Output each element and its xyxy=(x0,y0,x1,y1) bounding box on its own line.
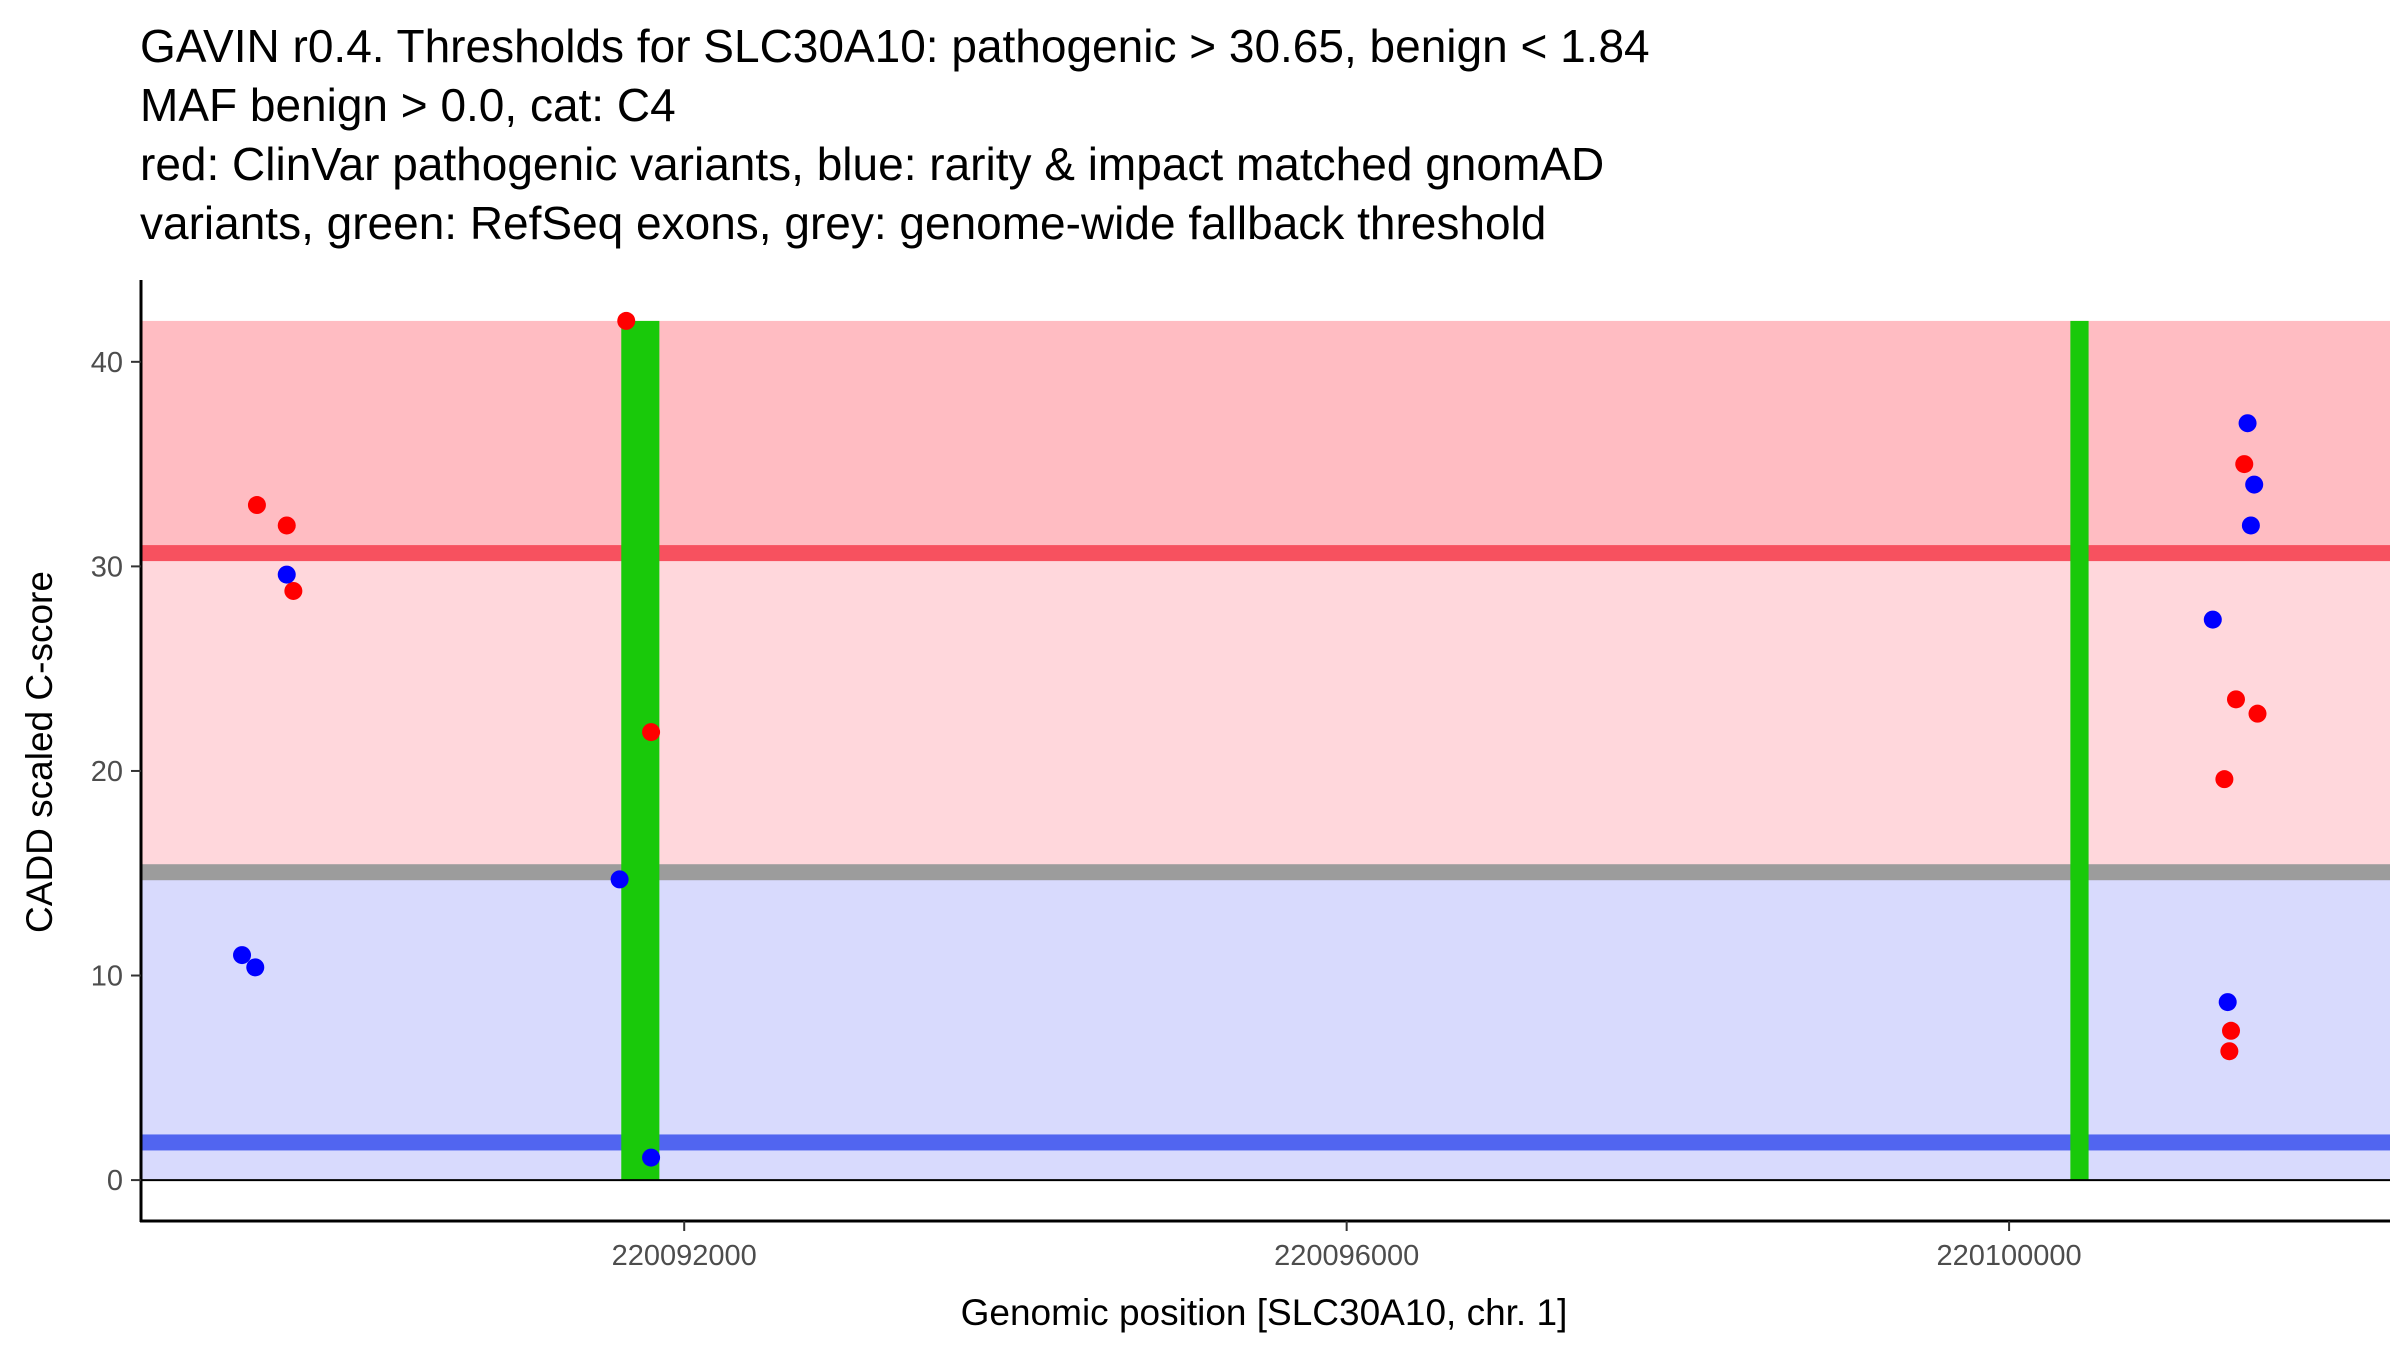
pathogenic-threshold-line xyxy=(142,545,2390,562)
gnomad-point xyxy=(610,870,629,889)
clinvar-point xyxy=(2226,690,2245,709)
title-line-3: red: ClinVar pathogenic variants, blue: … xyxy=(140,138,1604,190)
x-ticks: 220092000 220096000 220100000 xyxy=(612,1221,2082,1272)
x-tick-label: 220096000 xyxy=(1274,1240,1419,1272)
gnomad-point xyxy=(246,958,265,977)
clinvar-point xyxy=(2222,1021,2241,1040)
clinvar-point xyxy=(2220,1042,2239,1061)
clinvar-point xyxy=(617,311,636,330)
gnomad-point xyxy=(2238,414,2257,433)
y-tick-label: 40 xyxy=(91,347,123,379)
exon-bar-2 xyxy=(2070,320,2089,1181)
chart-title: GAVIN r0.4. Thresholds for SLC30A10: pat… xyxy=(140,20,1650,249)
gnomad-point xyxy=(2218,993,2237,1012)
clinvar-point xyxy=(247,496,266,515)
title-line-4: variants, green: RefSeq exons, grey: gen… xyxy=(140,197,1546,249)
clinvar-point xyxy=(284,581,303,600)
y-tick-label: 30 xyxy=(91,551,123,583)
y-tick-label: 0 xyxy=(107,1165,123,1197)
genome-wide-fallback-threshold-line xyxy=(142,864,2390,881)
y-tick-label: 20 xyxy=(91,756,123,788)
gnomad-point xyxy=(233,946,252,965)
clinvar-point xyxy=(277,516,296,535)
title-line-2: MAF benign > 0.0, cat: C4 xyxy=(140,79,676,131)
exon-bar-1 xyxy=(621,320,660,1181)
x-tick-label: 220092000 xyxy=(612,1240,757,1272)
benign-threshold-line xyxy=(142,1134,2390,1151)
clinvar-point xyxy=(642,723,661,742)
gnomad-point xyxy=(2241,516,2260,535)
exon-bars xyxy=(621,320,2089,1181)
variant-points xyxy=(233,311,2267,1167)
pathogenic-zone-region xyxy=(142,320,2390,554)
gnomad-point xyxy=(2245,475,2264,494)
x-axis-title: Genomic position [SLC30A10, chr. 1] xyxy=(961,1292,1568,1333)
x-tick-label: 220100000 xyxy=(1937,1240,2082,1272)
mid-zone-region xyxy=(142,553,2390,868)
axes: 0 10 20 30 40 220092000 220096000 220100000 xyxy=(91,280,2390,1272)
y-tick-label: 10 xyxy=(91,961,123,993)
y-axis-title: CADD scaled C-score xyxy=(19,571,60,933)
gnomad-point xyxy=(277,565,296,584)
threshold-regions xyxy=(142,320,2390,1181)
gnomad-point xyxy=(2203,610,2222,629)
plot-area xyxy=(141,311,2390,1182)
clinvar-point xyxy=(2235,455,2254,474)
title-line-1: GAVIN r0.4. Thresholds for SLC30A10: pat… xyxy=(140,20,1650,72)
threshold-lines xyxy=(142,545,2390,1151)
benign-zone-region xyxy=(142,867,2390,1181)
y-ticks: 0 10 20 30 40 xyxy=(91,347,141,1197)
clinvar-point xyxy=(2248,704,2267,723)
clinvar-point xyxy=(2215,770,2234,789)
gnomad-point xyxy=(642,1148,661,1167)
